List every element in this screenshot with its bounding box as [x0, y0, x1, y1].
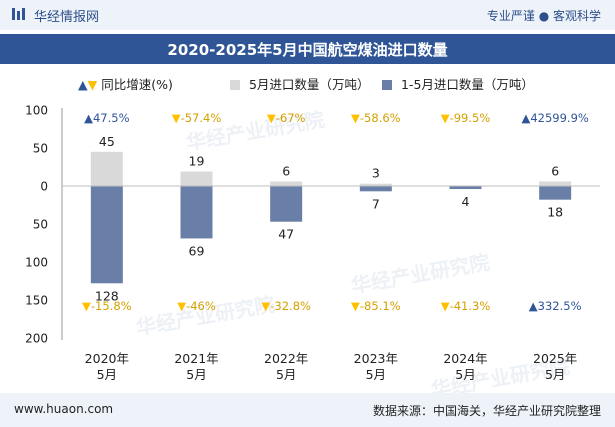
legend-cumulative: 1-5月进口数量（万吨） — [382, 74, 534, 93]
y-tick-label: 50 — [33, 142, 48, 156]
legend-monthly: 5月进口数量（万吨） — [230, 74, 369, 93]
legend-growth-label: 同比增速(%) — [101, 77, 173, 92]
cumulative-growth-label: ▼-15.8% — [82, 299, 132, 313]
title-bar: 2020-2025年5月中国航空煤油进口数量 — [0, 34, 615, 64]
footer: www.huaon.com 数据来源：中国海关，华经产业研究院整理 — [0, 393, 615, 427]
x-tick-label: 2021年 — [174, 351, 218, 366]
top-banner: 华经情报网 专业严谨 ● 客观科学 — [0, 0, 615, 30]
cumulative-value-label: 18 — [547, 205, 563, 220]
x-tick-label: 2022年 — [264, 351, 308, 366]
monthly-bar — [90, 151, 123, 186]
y-tick-label: 50 — [33, 218, 48, 232]
cumulative-value-label: 47 — [278, 227, 294, 242]
footer-source: 数据来源：中国海关，华经产业研究院整理 — [372, 404, 601, 418]
cumulative-growth-label: ▼-32.8% — [261, 299, 311, 313]
x-tick-label: 5月 — [545, 367, 565, 382]
x-tick-label: 2020年 — [85, 351, 129, 366]
monthly-value-label: 45 — [99, 134, 115, 149]
legend: ▲▼ 同比增速(%) 5月进口数量（万吨） 1-5月进口数量（万吨） — [0, 72, 615, 92]
y-tick-label: 200 — [25, 332, 48, 346]
cumulative-bar — [359, 186, 392, 192]
cumulative-value-label: 69 — [189, 243, 205, 258]
cumulative-growth-label: ▲332.5% — [529, 299, 582, 313]
monthly-growth-label: ▲47.5% — [84, 111, 129, 125]
x-tick-label: 5月 — [455, 367, 475, 382]
cumulative-bar — [270, 186, 303, 222]
monthly-growth-label: ▼-99.5% — [441, 111, 491, 125]
x-tick-label: 5月 — [186, 367, 206, 382]
growth-labels: ▲47.5% ▼-15.8% ▼-57.4% ▼-46% ▼-67% ▼-32.8% ▼-5… — [82, 111, 589, 313]
x-axis: 2020年5月2021年5月2022年5月2023年5月2024年5月2025年… — [85, 351, 578, 382]
y-tick-label: 100 — [25, 256, 48, 270]
monthly-growth-label: ▼-58.6% — [351, 111, 401, 125]
cumulative-growth-label: ▼-46% — [177, 299, 216, 313]
monthly-value-label: 3 — [372, 166, 380, 181]
monthly-growth-label: ▼-67% — [267, 111, 306, 125]
y-tick-label: 100 — [25, 104, 48, 118]
x-tick-label: 2025年 — [533, 351, 577, 366]
legend-cumulative-label: 1-5月进口数量（万吨） — [400, 77, 534, 92]
monthly-value-label: 6 — [551, 163, 559, 178]
legend-monthly-label: 5月进口数量（万吨） — [248, 77, 370, 92]
monthly-value-label: 6 — [282, 163, 290, 178]
monthly-value-label: 19 — [189, 154, 205, 169]
cumulative-bar — [90, 186, 123, 284]
cumulative-bar — [449, 186, 482, 190]
legend-growth: ▲▼ 同比增速(%) — [78, 74, 173, 93]
cumulative-value-label: 128 — [95, 288, 119, 303]
cumulative-value-label: 7 — [372, 196, 380, 211]
x-tick-label: 5月 — [276, 367, 296, 382]
cumulative-bar — [180, 186, 213, 239]
data-labels: 45 128 19 69 6 47 3 7 4 6 18 — [95, 134, 563, 303]
y-tick-label: 0 — [40, 180, 48, 194]
x-tick-label: 2024年 — [443, 351, 487, 366]
monthly-bar — [539, 181, 572, 186]
slogan: 专业严谨 ● 客观科学 — [486, 9, 601, 23]
monthly-bar — [180, 171, 213, 186]
logo-icon — [12, 8, 25, 20]
bars — [62, 151, 600, 284]
y-axis: 100 50 0 50 100 150 200 — [25, 104, 63, 346]
monthly-bar — [270, 181, 303, 186]
cumulative-bar — [539, 186, 572, 200]
cumulative-value-label: 4 — [462, 194, 470, 209]
logo-text: 华经情报网 — [34, 10, 100, 25]
legend-monthly-swatch — [230, 80, 240, 90]
triangle-up-icon: ▲ — [78, 77, 88, 92]
monthly-bar — [359, 183, 392, 186]
monthly-growth-label: ▲42599.9% — [521, 111, 588, 125]
cumulative-growth-label: ▼-85.1% — [351, 299, 401, 313]
triangle-down-icon: ▼ — [87, 77, 98, 92]
y-tick-label: 150 — [25, 294, 48, 308]
legend-cumulative-swatch — [382, 80, 392, 90]
x-tick-label: 5月 — [97, 367, 117, 382]
cumulative-growth-label: ▼-41.3% — [441, 299, 491, 313]
chart-title: 2020-2025年5月中国航空煤油进口数量 — [167, 41, 448, 59]
footer-website: www.huaon.com — [14, 402, 114, 416]
x-tick-label: 2023年 — [354, 351, 398, 366]
monthly-growth-label: ▼-57.4% — [172, 111, 222, 125]
x-tick-label: 5月 — [366, 367, 386, 382]
